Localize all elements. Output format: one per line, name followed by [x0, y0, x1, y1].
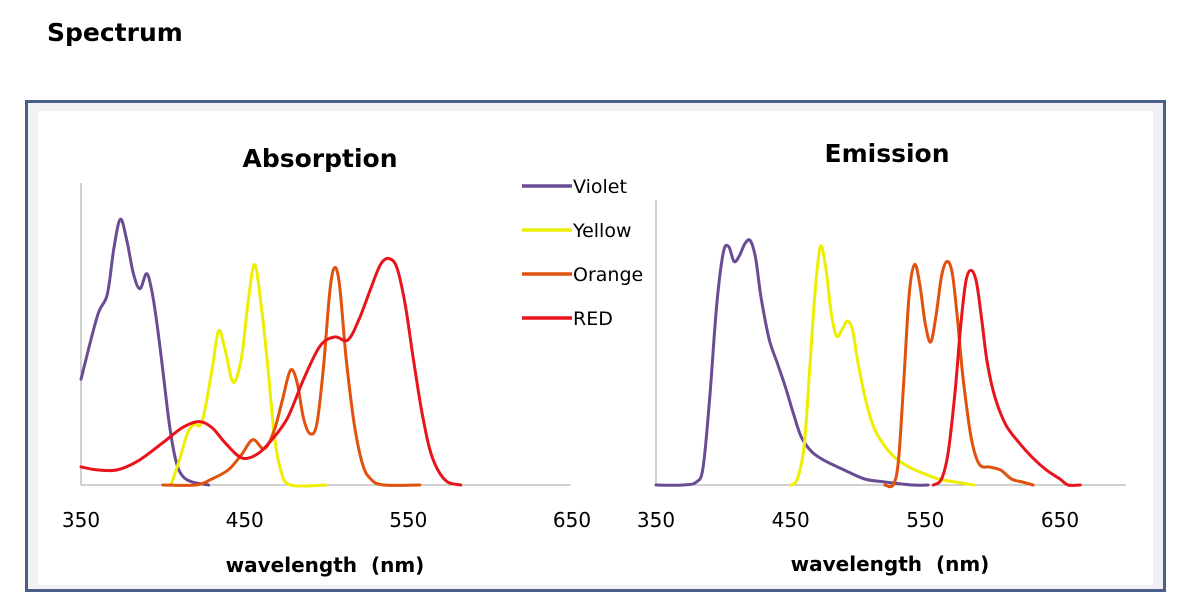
emission-x-tick-350: 350 — [637, 508, 675, 532]
absorption-x-tick-450: 450 — [226, 508, 264, 532]
absorption-title: Absorption — [242, 144, 397, 173]
absorption-tick-group: 350 450 550 650 — [62, 508, 591, 532]
emission-x-tick-450: 450 — [772, 508, 810, 532]
emission-series-violet — [654, 238, 930, 487]
absorption-series-orange — [161, 265, 422, 487]
absorption-series-violet — [79, 217, 211, 487]
emission-series-red — [931, 268, 1082, 487]
legend-label-red: RED — [573, 308, 613, 330]
emission-series-group — [654, 238, 1082, 489]
emission-series-yellow — [789, 244, 976, 487]
legend-label-yellow: Yellow — [572, 220, 632, 242]
emission-x-axis-label: wavelength (nm) — [791, 552, 990, 576]
emission-title: Emission — [825, 139, 950, 168]
legend: Violet Yellow Orange RED — [522, 176, 643, 330]
emission-tick-group: 350 450 550 650 — [637, 508, 1079, 532]
absorption-chart: Absorption 350 450 550 650 wavelength (nm) … — [62, 144, 643, 577]
absorption-series-group — [79, 217, 463, 488]
chart-frame — [25, 100, 1166, 592]
absorption-x-tick-650: 650 — [553, 508, 591, 532]
absorption-series-yellow — [169, 263, 328, 488]
legend-label-orange: Orange — [573, 264, 643, 286]
page-title: Spectrum — [47, 18, 183, 47]
absorption-x-tick-350: 350 — [62, 508, 100, 532]
legend-label-violet: Violet — [573, 176, 627, 198]
emission-series-orange — [883, 259, 1035, 489]
emission-x-tick-550: 550 — [906, 508, 944, 532]
absorption-series-red — [79, 256, 463, 487]
absorption-x-tick-550: 550 — [389, 508, 427, 532]
emission-chart: Emission 350 450 550 650 wavelength (nm) — [637, 139, 1126, 576]
absorption-x-axis-label: wavelength (nm) — [226, 553, 425, 577]
emission-x-tick-650: 650 — [1041, 508, 1079, 532]
